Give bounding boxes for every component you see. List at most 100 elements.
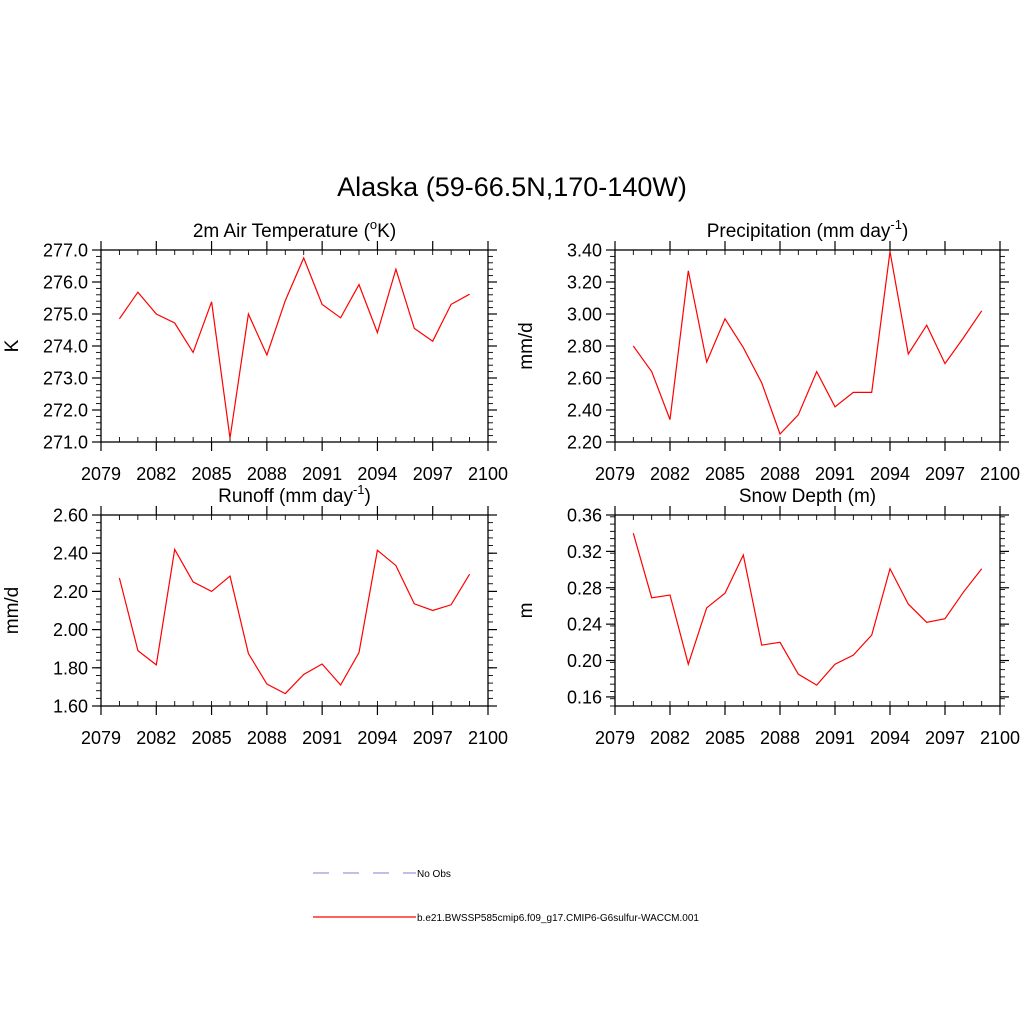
x-tick-label: 2100 <box>980 728 1020 748</box>
data-point <box>394 268 397 271</box>
data-point <box>118 317 121 320</box>
data-point <box>265 353 268 356</box>
y-tick-label: 3.40 <box>567 241 602 261</box>
y-tick-label: 1.60 <box>53 697 88 717</box>
data-point <box>321 303 324 306</box>
x-tick-label: 2088 <box>760 464 800 484</box>
panel-title-runoff: Runoff (mm day-1) <box>218 482 371 507</box>
data-point <box>724 317 727 320</box>
data-point <box>173 548 176 551</box>
panel-air-temperature: 2079 2082 2085 2088 2091 2094 2097 2100 271.0 272… <box>2 217 508 484</box>
data-point <box>632 532 635 535</box>
data-point <box>431 340 434 343</box>
x-tick-label: 2088 <box>247 464 287 484</box>
x-tick-label: 2085 <box>705 464 745 484</box>
data-point <box>431 609 434 612</box>
x-tick-label: 2085 <box>192 464 232 484</box>
x-tick-label: 2091 <box>302 728 342 748</box>
data-point <box>797 673 800 676</box>
data-point <box>687 663 690 666</box>
data-point <box>468 293 471 296</box>
data-point <box>962 591 965 594</box>
y-tick-label: 271.0 <box>43 433 88 453</box>
data-point <box>632 345 635 348</box>
legend-label-model: b.e21.BWSSP585cmip6.f09_g17.CMIP6-G6sulf… <box>417 913 699 924</box>
x-tick-label: 2097 <box>925 728 965 748</box>
y-tick-label: 273.0 <box>43 369 88 389</box>
data-point <box>321 662 324 665</box>
data-point <box>760 381 763 384</box>
series-line-snow-depth <box>632 533 983 686</box>
data-point <box>468 573 471 576</box>
data-point <box>980 567 983 570</box>
data-point <box>450 303 453 306</box>
data-point <box>852 654 855 657</box>
data-point <box>834 663 837 666</box>
y-tick-label: 2.20 <box>53 582 88 602</box>
y-tick-label: 0.20 <box>567 651 602 671</box>
x-tick-label: 2088 <box>247 728 287 748</box>
data-point <box>155 663 158 666</box>
figure-title: Alaska (59-66.5N,170-140W) <box>337 172 687 202</box>
data-point <box>650 370 653 373</box>
y-tick-label: 2.60 <box>53 506 88 526</box>
x-tick-label: 2091 <box>815 728 855 748</box>
data-point <box>907 603 910 606</box>
y-tick-label: 274.0 <box>43 337 88 357</box>
y-tick-label: 275.0 <box>43 305 88 325</box>
x-tick-label: 2100 <box>468 728 508 748</box>
data-point <box>136 291 139 294</box>
y-tick-label: 2.60 <box>567 369 602 389</box>
data-point <box>669 594 672 597</box>
data-point <box>210 590 213 593</box>
data-point <box>925 621 928 624</box>
x-tick-label: 2079 <box>595 728 635 748</box>
x-tick-label: 2079 <box>81 728 121 748</box>
data-point <box>229 575 232 578</box>
legend-label-no-obs: No Obs <box>417 869 451 880</box>
x-tick-label: 2094 <box>357 464 397 484</box>
data-point <box>687 269 690 272</box>
data-point <box>669 418 672 421</box>
data-point <box>834 405 837 408</box>
data-point <box>358 283 361 286</box>
x-tick-label: 2094 <box>357 728 397 748</box>
data-point <box>247 313 250 316</box>
data-point <box>870 634 873 637</box>
x-tick-label: 2100 <box>468 464 508 484</box>
y-tick-label: 3.00 <box>567 305 602 325</box>
data-point <box>742 346 745 349</box>
y-tick-label: 1.80 <box>53 658 88 678</box>
panel-title-snow-depth: Snow Depth (m) <box>739 486 876 507</box>
x-tick-label: 2094 <box>870 464 910 484</box>
x-tick-label: 2082 <box>650 728 690 748</box>
y-tick-label: 277.0 <box>43 241 88 261</box>
x-tick-label: 2082 <box>136 464 176 484</box>
data-point <box>980 309 983 312</box>
data-point <box>229 437 232 440</box>
y-axis-label-snow-depth: m <box>516 603 537 619</box>
data-point <box>192 580 195 583</box>
legend: No Obs b.e21.BWSSP585cmip6.f09_g17.CMIP6… <box>313 869 699 924</box>
data-point <box>705 361 708 364</box>
plot-frame-snow-depth <box>614 514 1001 707</box>
data-point <box>852 391 855 394</box>
x-tick-label: 2082 <box>650 464 690 484</box>
series-line-precipitation <box>632 251 983 436</box>
x-tick-label: 2091 <box>815 464 855 484</box>
data-point <box>136 649 139 652</box>
series-line-air-temperature <box>118 256 470 439</box>
data-point <box>339 683 342 686</box>
data-point <box>394 564 397 567</box>
y-tick-label: 0.28 <box>567 578 602 598</box>
y-tick-label: 0.32 <box>567 542 602 562</box>
data-point <box>247 652 250 655</box>
y-tick-label: 0.16 <box>567 687 602 707</box>
x-tick-label: 2097 <box>925 464 965 484</box>
data-point <box>724 592 727 595</box>
data-point <box>302 673 305 676</box>
data-point <box>779 641 782 644</box>
data-point <box>358 651 361 654</box>
panel-title-precipitation: Precipitation (mm day-1) <box>707 217 909 242</box>
data-point <box>339 316 342 319</box>
